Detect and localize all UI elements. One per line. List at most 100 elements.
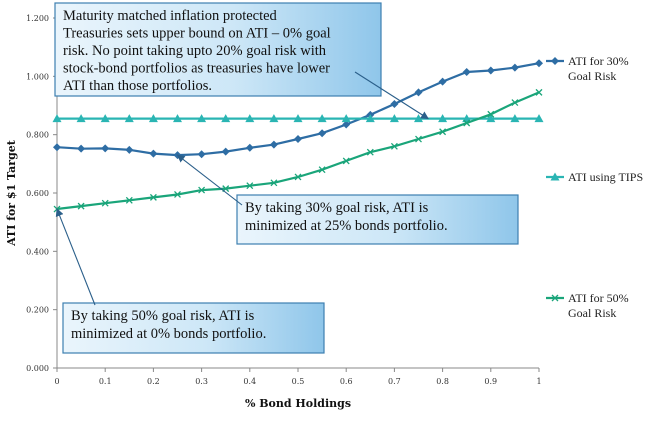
callout-line: minimized at 25% bonds portfolio. [245, 218, 448, 234]
data-point [486, 66, 495, 75]
callout-2: By taking 50% goal risk, ATI is minimized… [55, 208, 325, 354]
y-tick-label: 0.200 [26, 306, 49, 315]
y-tick-label: 1.200 [26, 14, 49, 23]
data-point [149, 193, 157, 201]
y-tick-label: 0.400 [26, 247, 49, 256]
data-point [342, 120, 351, 129]
data-point [487, 110, 495, 118]
data-point [534, 114, 544, 123]
data-point [414, 88, 423, 97]
data-point [125, 145, 134, 154]
data-point [269, 114, 279, 123]
callout-line: ATI than those portfolios. [63, 78, 212, 94]
legend-swatch-marker [550, 172, 560, 181]
legend-swatch-marker [551, 57, 559, 65]
data-point [294, 135, 302, 144]
annotation-layer: Maturity matched inflation protected Trea… [54, 2, 519, 354]
data-point [390, 142, 398, 150]
axes: 0.000 0.200 0.400 0.600 0.800 1.000 1.200 0 0.1 0… [5, 14, 542, 410]
callout-0: Maturity matched inflation protected Trea… [54, 2, 429, 120]
data-point [415, 135, 422, 143]
data-point [173, 114, 182, 123]
data-point [341, 114, 351, 123]
data-point [511, 99, 519, 107]
data-point [125, 196, 133, 204]
data-point [270, 179, 278, 187]
legend-swatch-marker [551, 294, 559, 302]
legend-label: ATI using TIPS [568, 170, 643, 184]
data-point [317, 114, 327, 123]
data-point [486, 114, 496, 123]
legend-label: ATI for 50% [568, 291, 629, 305]
callout-box [54, 2, 382, 97]
data-point [510, 114, 520, 123]
x-tick-label: 0.9 [484, 377, 497, 386]
x-tick-label: 0.5 [292, 377, 305, 386]
data-point [221, 114, 231, 123]
data-point [197, 114, 207, 123]
data-point [535, 59, 543, 68]
x-tick-label: 1 [536, 377, 541, 386]
data-point [293, 114, 303, 123]
data-point [366, 148, 374, 156]
callout-line: risk. No point taking upto 20% goal risk… [63, 43, 327, 59]
x-tick-label: 0.3 [195, 377, 208, 386]
data-point [124, 114, 134, 123]
data-point [438, 114, 448, 123]
callout-arrow [55, 208, 96, 306]
data-point [245, 143, 254, 152]
data-point [221, 147, 230, 156]
data-point [246, 182, 254, 190]
series-2 [53, 88, 543, 213]
legend-item-2: ATI for 50%Goal Risk [546, 291, 629, 320]
x-tick-label: 0 [54, 377, 59, 386]
data-point [53, 143, 61, 152]
callout-1: By taking 30% goal risk, ATI is minimized… [176, 154, 519, 245]
data-point [52, 114, 62, 123]
callout-line: By taking 30% goal risk, ATI is [245, 200, 429, 216]
data-point [149, 149, 158, 158]
x-tick-label: 0.4 [243, 377, 256, 386]
x-tick-label: 0.8 [436, 377, 449, 386]
legend-label: Goal Risk [568, 306, 616, 320]
y-axis-title: ATI for $1 Target [5, 139, 18, 247]
callout-line: By taking 50% goal risk, ATI is [71, 308, 255, 324]
data-point [294, 173, 302, 181]
data-point [462, 67, 471, 76]
data-point [342, 157, 350, 165]
x-tick-label: 0.7 [388, 377, 401, 386]
data-point [76, 114, 86, 123]
legend: ATI for 30%Goal Risk ATI using TIPS ATI fo… [546, 54, 643, 320]
x-tick-label: 0.1 [99, 377, 112, 386]
x-tick-label: 0.6 [340, 377, 353, 386]
callout-box [62, 302, 325, 354]
y-tick-label: 1.000 [26, 72, 49, 81]
callout-arrow [176, 154, 243, 206]
data-point [535, 88, 543, 96]
data-point [101, 144, 110, 153]
data-point [414, 114, 423, 123]
callout-line: Maturity matched inflation protected [63, 8, 278, 24]
legend-item-1: ATI using TIPS [546, 170, 643, 184]
callout-box [236, 194, 519, 245]
data-point [463, 119, 471, 127]
legend-item-0: ATI for 30%Goal Risk [546, 54, 629, 83]
data-point [101, 199, 109, 207]
data-point [245, 114, 255, 123]
x-axis-title: % Bond Holdings [245, 397, 351, 410]
data-point [269, 140, 278, 149]
callout-line: Treasuries sets upper bound on ATI – 0% … [63, 26, 331, 42]
data-point [198, 186, 206, 194]
callout-line: minimized at 0% bonds portfolio. [71, 326, 266, 342]
data-point [439, 128, 447, 136]
y-tick-label: 0.600 [26, 189, 49, 198]
callout-line: stock-bond portfolios as treasuries have… [63, 61, 330, 77]
data-point [148, 114, 158, 123]
y-tick-label: 0.800 [26, 131, 49, 140]
data-point [389, 114, 399, 123]
data-point [77, 202, 85, 210]
data-point [77, 144, 86, 153]
data-point [318, 166, 326, 174]
data-point [438, 77, 447, 86]
data-point [197, 150, 206, 159]
